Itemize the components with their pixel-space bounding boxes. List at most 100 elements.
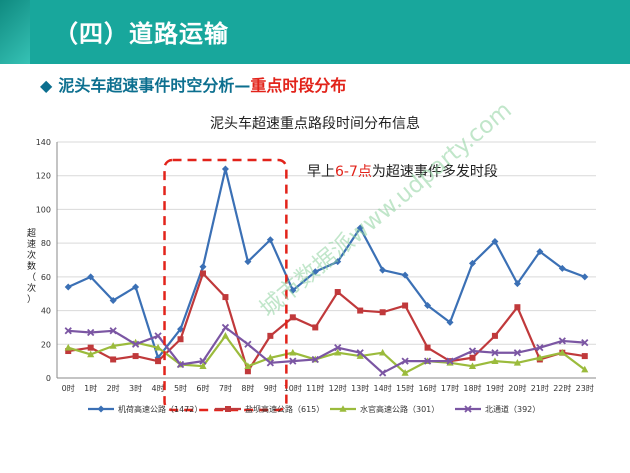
- y-tick-label: 60: [41, 273, 51, 282]
- data-point: [514, 304, 521, 311]
- data-point: [424, 302, 432, 310]
- data-point: [199, 263, 207, 271]
- x-tick-label: 8时: [241, 383, 254, 393]
- y-axis-label-char: 数: [27, 260, 36, 272]
- data-point: [469, 354, 476, 361]
- subtitle-main: 泥头车超速事件时空分析—: [58, 76, 251, 95]
- data-point: [334, 348, 342, 356]
- x-tick-label: 6时: [196, 383, 209, 393]
- legend-marker: [225, 406, 231, 412]
- data-point: [379, 309, 386, 316]
- chart-series: [64, 165, 589, 377]
- y-tick-label: 100: [36, 205, 51, 214]
- legend-item: 机荷高速公路（1472）: [88, 404, 202, 414]
- x-tick-label: 9时: [264, 383, 277, 393]
- data-point: [379, 348, 387, 356]
- data-point: [289, 348, 297, 356]
- data-point: [87, 344, 94, 351]
- data-point: [468, 362, 477, 369]
- data-point: [334, 289, 341, 296]
- x-tick-label: 1时: [84, 383, 97, 393]
- data-point: [244, 362, 252, 369]
- y-axis-label-char: 速: [27, 239, 36, 250]
- data-point: [334, 258, 342, 266]
- data-point: [311, 355, 319, 364]
- data-point: [401, 369, 409, 376]
- data-point: [199, 270, 206, 277]
- data-point: [64, 283, 72, 291]
- data-point: [244, 340, 252, 348]
- slide-subtitle: ◆ 泥头车超速事件时空分析—重点时段分布: [40, 72, 346, 96]
- y-axis-label-char: 超: [27, 227, 36, 239]
- y-tick-label: 0: [46, 374, 51, 383]
- data-point: [379, 266, 387, 274]
- legend-item: 水官高速公路（301）: [330, 404, 439, 414]
- legend-marker: [97, 405, 105, 413]
- data-point: [87, 273, 95, 281]
- x-tick-labels: 0时 1时 2时 3时 4时 5时 6时 7时 8时 9时 10时 11时 12时 13时 14时 15时 16…: [62, 383, 594, 393]
- legend-item: 北通道（392）: [455, 404, 540, 414]
- data-point: [468, 347, 477, 355]
- x-tick-label: 4时: [152, 383, 165, 393]
- data-point: [199, 357, 207, 365]
- data-point: [379, 369, 387, 377]
- data-point: [536, 344, 544, 352]
- data-point: [558, 264, 566, 272]
- annotation-suffix: 为超速事件多发时段: [372, 163, 498, 180]
- x-tick-label: 23时: [576, 383, 594, 393]
- x-tick-label: 20时: [508, 383, 526, 393]
- legend-label: 机荷高速公路（1472）: [118, 404, 202, 414]
- data-point: [109, 342, 117, 349]
- data-point: [356, 224, 364, 232]
- x-tick-label: 15时: [396, 383, 414, 393]
- legend-marker: [339, 405, 347, 412]
- header-stripe: [0, 0, 30, 64]
- data-point: [65, 348, 72, 355]
- subtitle-highlight: 重点时段分布: [250, 76, 347, 95]
- x-tick-label: 11时: [306, 383, 324, 393]
- y-tick-labels: 0 20 40 60 80 100 120 140: [36, 138, 51, 383]
- data-point: [64, 343, 72, 351]
- data-point: [199, 362, 207, 369]
- section-title: （四）道路运输: [54, 20, 229, 48]
- data-point: [267, 332, 274, 339]
- y-axis-label-char: 次: [27, 249, 36, 261]
- y-axis-label-char: ）: [27, 294, 36, 305]
- data-point: [357, 307, 364, 314]
- series-line: [68, 272, 585, 373]
- data-point: [491, 357, 499, 364]
- data-point: [311, 268, 319, 276]
- legend-marker: [464, 405, 472, 413]
- series-line: [68, 326, 585, 375]
- data-point: [423, 357, 432, 365]
- data-point: [356, 352, 364, 359]
- data-point: [244, 258, 252, 266]
- data-point: [446, 318, 454, 326]
- data-point: [402, 302, 409, 309]
- x-tick-label: 16时: [418, 383, 436, 393]
- y-tick-label: 80: [41, 239, 51, 248]
- data-point: [401, 357, 409, 365]
- annotation-highlight: 6-7点: [335, 164, 372, 180]
- y-axis-label-char: （: [27, 272, 36, 283]
- series-line: [67, 334, 586, 375]
- data-point: [491, 237, 499, 245]
- data-point: [266, 236, 274, 244]
- y-tick-label: 140: [36, 138, 51, 147]
- header-bar: （四）道路运输: [0, 0, 630, 64]
- x-tick-label: 18时: [463, 383, 481, 393]
- data-point: [132, 353, 139, 360]
- data-point: [244, 368, 251, 375]
- x-tick-label: 17时: [441, 383, 459, 393]
- data-point: [132, 283, 140, 291]
- chart-annotation: 早上6-7点为超速事件多发时段: [307, 163, 498, 180]
- x-tick-label: 12时: [329, 383, 347, 393]
- data-point: [513, 359, 521, 366]
- data-point: [581, 365, 589, 373]
- x-tick-label: 19时: [486, 383, 504, 393]
- x-tick-label: 2时: [107, 383, 120, 393]
- data-point: [221, 332, 230, 339]
- x-tick-label: 10时: [284, 383, 302, 393]
- data-point: [536, 248, 544, 256]
- data-point: [356, 349, 364, 357]
